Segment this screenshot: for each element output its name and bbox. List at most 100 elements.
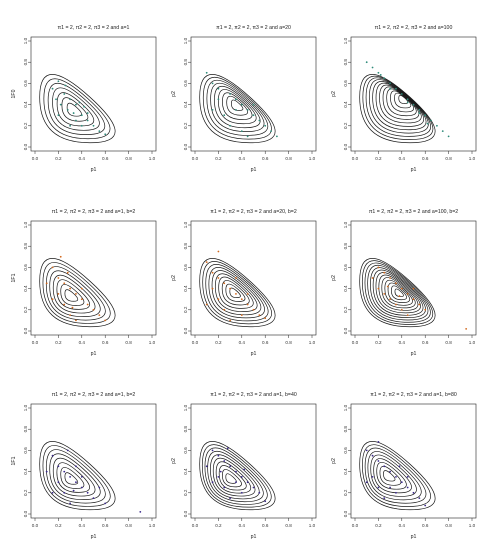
y-tick-label: 1.0 [343,404,348,411]
x-axis-label: p1 [251,534,257,540]
data-point [383,271,386,274]
contour-line [208,267,265,319]
y-tick-label: 1.0 [183,404,188,411]
x-tick-label: 0.4 [399,340,406,345]
x-tick-label: 0.4 [79,340,86,345]
contour-line [199,441,276,511]
x-tick-label: 0.4 [399,156,406,161]
data-point [229,319,232,322]
data-point [92,497,95,499]
data-point [217,87,220,90]
data-point [69,314,71,316]
contour-line [386,88,417,117]
chart-title: π1 = 2, π2 = 2, π3 = 2 and a=1, b=40 [210,392,297,398]
data-point [57,80,60,83]
data-point [412,491,415,494]
contour-line [381,277,416,309]
x-tick-label: 0.6 [102,156,109,161]
data-point [217,277,220,279]
x-tick-label: 1.0 [309,523,316,528]
y-tick-label: 0.6 [23,447,28,454]
data-point [264,317,267,320]
contour-line [39,258,116,328]
y-tick-label: 0.6 [23,80,28,87]
contour-line [45,266,106,321]
data-point [98,130,101,133]
y-tick-label: 0.2 [343,489,348,496]
data-point [69,287,71,290]
data-point [264,124,267,127]
x-axis-label: p1 [411,351,417,357]
contour-line [49,270,101,317]
data-point [252,486,255,489]
contour-line [210,83,265,132]
y-tick-label: 0.0 [23,327,28,334]
x-tick-label: 0.4 [239,523,246,528]
contour-line [212,457,256,497]
data-point [57,293,60,295]
x-tick-label: 0.6 [422,523,429,528]
data-point [418,112,421,114]
y-tick-label: 0.6 [343,447,348,454]
data-point [219,470,222,473]
y-tick-label: 0.6 [343,264,348,271]
chart-panel-1: π1 = 2, π2 = 2, π3 = 2 and a=1 0.0 0.2 0.4 0… [11,25,157,173]
plot-frame [190,403,317,519]
data-point [223,460,226,462]
data-point [51,298,54,301]
y-tick-label: 0.0 [23,510,28,517]
data-point [211,449,214,452]
data-point [66,449,69,452]
y-tick-label: 0.4 [23,468,28,475]
contour-line [66,102,82,117]
x-tick-label: 0.6 [102,523,109,528]
data-point [223,282,226,285]
y-tick-label: 0.4 [23,285,28,292]
contour-line [362,75,434,140]
contour-line [52,87,100,131]
chart-title: π1 = 2, π2 = 2, π3 = 2 and a=1 [58,25,130,31]
data-point [389,486,391,489]
x-tick-label: 0.0 [32,340,39,345]
data-point [406,486,409,489]
data-point [240,298,243,301]
data-point [63,491,66,494]
data-point [383,497,386,499]
data-point [412,103,415,106]
chart-panel-6: π1 = 2, π2 = 2, π3 = 2 and a=100, b=2 0.0… [331,209,477,357]
chart-title: π1 = 2, π2 = 2, π3 = 2 and a=20 [216,25,291,31]
x-axis-label: p1 [91,167,97,173]
data-point [205,303,208,306]
x-tick-label: 0.2 [55,340,62,345]
x-tick-label: 1.0 [309,156,316,161]
data-point [229,287,232,290]
x-tick-label: 0.0 [32,523,39,528]
data-point [211,109,214,111]
y-tick-label: 1.0 [23,221,28,228]
data-point [63,470,66,473]
x-axis-label: p1 [251,167,257,173]
contour-line [390,90,415,113]
data-point [98,486,101,489]
data-point [235,277,237,279]
data-point [258,491,261,494]
contour-line [199,258,276,328]
contour-line [56,92,95,127]
contour-line [379,84,422,124]
plot-frame [190,36,317,152]
data-point [398,295,401,297]
data-point [92,308,95,311]
contour-line [359,258,436,328]
contour-line [382,86,420,120]
y-tick-label: 0.0 [183,327,188,334]
data-point [235,109,237,111]
y-tick-label: 0.8 [343,243,348,250]
contour-line [365,77,431,137]
data-point [75,465,77,468]
data-point [211,287,214,290]
contour-line [45,449,106,504]
data-point [72,489,75,492]
data-point [223,486,226,489]
x-tick-label: 0.4 [239,340,246,345]
